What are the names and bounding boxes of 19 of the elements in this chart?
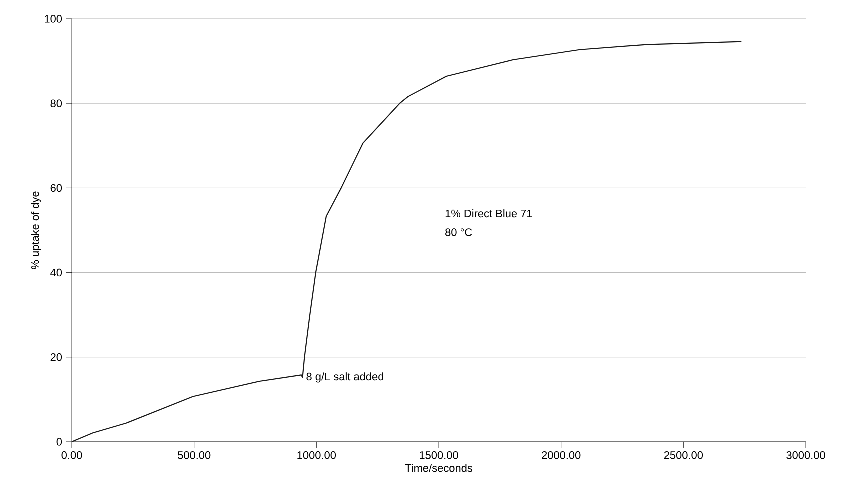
- x-tick-label: 1000.00: [298, 452, 336, 460]
- x-tick-label: 2000.00: [542, 452, 581, 460]
- y-tick-label: 80: [50, 100, 62, 108]
- x-tick-label: 0.00: [62, 452, 82, 460]
- y-tick-label: 60: [50, 184, 62, 192]
- x-tick-label: 1500.00: [420, 452, 458, 460]
- y-tick-label: 0: [56, 438, 62, 446]
- x-tick-label: 3000.00: [786, 452, 826, 460]
- x-axis-title: Time/seconds: [405, 464, 473, 472]
- y-tick-label: 100: [45, 15, 62, 23]
- annotation: 8 g/L salt added: [306, 372, 384, 383]
- annotation: 1% Direct Blue 71: [446, 210, 532, 218]
- y-tick-label: 20: [50, 354, 62, 362]
- annotation: 80 °C: [446, 228, 472, 236]
- line-series: [72, 41, 742, 442]
- y-axis-title: % uptake of dye: [31, 192, 42, 270]
- x-tick-label: 2500.00: [664, 452, 704, 460]
- x-tick-label: 500.00: [178, 452, 211, 460]
- y-tick-label: 40: [50, 268, 62, 277]
